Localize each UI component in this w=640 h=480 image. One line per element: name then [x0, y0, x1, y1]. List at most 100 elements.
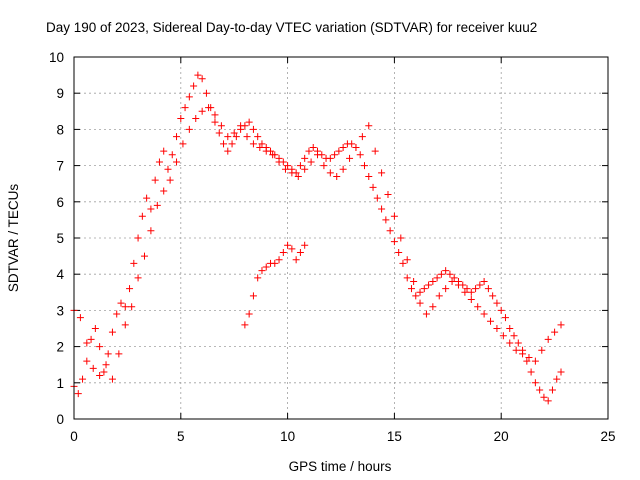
data-point [307, 158, 315, 166]
data-point [198, 107, 206, 115]
data-point [536, 386, 544, 394]
data-point [296, 162, 304, 170]
data-point [397, 234, 405, 242]
data-point [472, 285, 480, 293]
y-tick-label: 7 [56, 159, 64, 174]
data-point [420, 285, 428, 293]
data-point [314, 151, 322, 159]
data-point [429, 277, 437, 285]
data-point [358, 133, 366, 141]
series-track-c [241, 241, 309, 329]
data-point [140, 252, 148, 260]
data-point [83, 357, 91, 365]
data-point [153, 201, 161, 209]
x-tick-label: 0 [70, 429, 78, 444]
data-point [356, 151, 364, 159]
data-point [346, 154, 354, 162]
data-point [425, 281, 433, 289]
data-point [484, 285, 492, 293]
data-point [433, 274, 441, 282]
data-point [403, 256, 411, 264]
data-point [108, 328, 116, 336]
data-point [544, 335, 552, 343]
data-point [166, 176, 174, 184]
y-tick-label: 6 [56, 195, 64, 210]
data-point [557, 368, 565, 376]
x-tick-label: 25 [600, 429, 615, 444]
data-point [194, 71, 202, 79]
data-point [134, 274, 142, 282]
data-point [79, 375, 87, 383]
data-point [275, 256, 283, 264]
data-point [538, 346, 546, 354]
y-tick-label: 0 [56, 412, 64, 427]
y-tick-label: 1 [56, 376, 64, 391]
data-point [173, 133, 181, 141]
data-point [467, 288, 475, 296]
data-point [493, 299, 501, 307]
data-point [331, 151, 339, 159]
data-point [399, 259, 407, 267]
data-point [480, 277, 488, 285]
data-point [519, 350, 527, 358]
plot-frame [73, 56, 609, 420]
data-point [506, 325, 514, 332]
data-point [301, 154, 309, 162]
data-point [390, 238, 398, 246]
data-point [269, 151, 277, 159]
data-point [544, 397, 552, 405]
data-point [245, 118, 253, 126]
x-tick-label: 20 [494, 429, 509, 444]
data-point [211, 118, 219, 126]
data-point [147, 205, 155, 213]
data-point [412, 292, 420, 300]
data-point [410, 277, 418, 285]
data-point [83, 339, 91, 347]
data-point [429, 303, 437, 311]
data-point [480, 310, 488, 318]
data-point [294, 172, 302, 180]
data-point [320, 162, 328, 170]
data-point [378, 169, 386, 177]
data-point [258, 140, 266, 148]
data-point [232, 133, 240, 141]
data-point [378, 205, 386, 213]
data-point [254, 133, 262, 141]
data-point [168, 151, 176, 159]
data-point [74, 390, 82, 398]
data-point [326, 169, 334, 177]
data-point [305, 147, 313, 155]
data-point [100, 368, 108, 376]
y-tick-label: 4 [56, 267, 64, 282]
data-point [371, 147, 379, 155]
data-point [121, 303, 129, 311]
data-point [179, 140, 187, 148]
data-point [422, 310, 430, 318]
data-point [339, 165, 347, 173]
data-point [115, 350, 123, 358]
data-point [382, 216, 390, 224]
data-point [288, 169, 296, 177]
x-tick-label: 15 [387, 429, 402, 444]
data-point [205, 104, 213, 112]
y-tick-label: 10 [49, 50, 64, 65]
axis-ticks: 0 5 10 15 20 25 0 1 2 3 4 5 6 7 8 9 10 [49, 50, 616, 444]
data-point [369, 183, 377, 191]
y-tick-label: 5 [56, 231, 64, 246]
data-point [360, 162, 368, 170]
data-point [113, 310, 121, 318]
data-point [284, 241, 292, 249]
data-point [365, 122, 373, 130]
data-point [301, 165, 309, 173]
data-point [284, 162, 292, 170]
data-point [198, 75, 206, 83]
data-point [493, 325, 501, 332]
x-tick-label: 10 [280, 429, 295, 444]
data-point [262, 147, 270, 155]
data-point [143, 194, 151, 202]
data-point [104, 350, 112, 358]
data-point [407, 285, 415, 293]
data-point [256, 144, 264, 151]
data-point [527, 368, 535, 376]
